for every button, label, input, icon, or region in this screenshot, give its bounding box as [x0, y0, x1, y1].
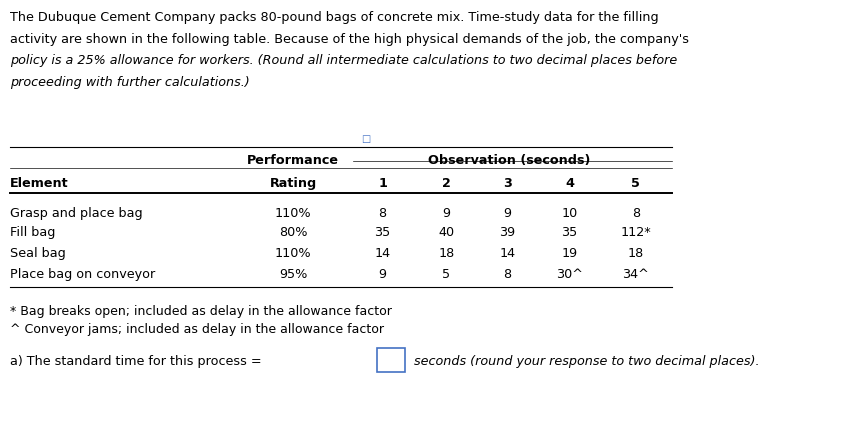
Text: 40: 40 [439, 226, 454, 239]
Text: 30^: 30^ [556, 267, 583, 280]
Text: 39: 39 [500, 226, 515, 239]
Text: 19: 19 [562, 246, 577, 259]
Text: Element: Element [10, 177, 69, 190]
Text: Seal bag: Seal bag [10, 246, 66, 259]
Text: 18: 18 [627, 246, 644, 259]
Text: * Bag breaks open; included as delay in the allowance factor: * Bag breaks open; included as delay in … [10, 304, 392, 317]
Text: Place bag on conveyor: Place bag on conveyor [10, 267, 156, 280]
Text: 110%: 110% [275, 246, 312, 259]
Text: 80%: 80% [279, 226, 308, 239]
Text: □: □ [361, 134, 370, 144]
Text: Fill bag: Fill bag [10, 226, 55, 239]
Text: ^ Conveyor jams; included as delay in the allowance factor: ^ Conveyor jams; included as delay in th… [10, 322, 384, 335]
Text: 9: 9 [503, 206, 512, 219]
FancyBboxPatch shape [377, 349, 405, 372]
Text: 8: 8 [503, 267, 512, 280]
Text: 4: 4 [565, 177, 574, 190]
Text: activity are shown in the following table. Because of the high physical demands : activity are shown in the following tabl… [10, 33, 689, 46]
Text: 18: 18 [438, 246, 455, 259]
Text: 8: 8 [632, 206, 640, 219]
Text: 5: 5 [442, 267, 450, 280]
Text: 14: 14 [375, 246, 390, 259]
Text: Performance: Performance [247, 154, 339, 167]
Text: 2: 2 [442, 177, 450, 190]
Text: 9: 9 [378, 267, 387, 280]
Text: 10: 10 [561, 206, 578, 219]
Text: 14: 14 [500, 246, 515, 259]
Text: 34^: 34^ [622, 267, 649, 280]
Text: a) The standard time for this process =: a) The standard time for this process = [10, 354, 262, 367]
Text: 5: 5 [632, 177, 640, 190]
Text: 3: 3 [503, 177, 512, 190]
Text: 1: 1 [378, 177, 387, 190]
Text: 35: 35 [561, 226, 578, 239]
Text: 110%: 110% [275, 206, 312, 219]
Text: Rating: Rating [269, 177, 317, 190]
Text: proceeding with further calculations.): proceeding with further calculations.) [10, 76, 250, 89]
Text: seconds (round your response to two decimal places).: seconds (round your response to two deci… [414, 354, 759, 367]
Text: Observation (seconds): Observation (seconds) [428, 154, 591, 167]
Text: 35: 35 [374, 226, 391, 239]
Text: Grasp and place bag: Grasp and place bag [10, 206, 143, 219]
Text: 95%: 95% [279, 267, 308, 280]
Text: 9: 9 [442, 206, 450, 219]
Text: 8: 8 [378, 206, 387, 219]
Text: The Dubuque Cement Company packs 80-pound bags of concrete mix. Time-study data : The Dubuque Cement Company packs 80-poun… [10, 11, 659, 24]
Text: 112*: 112* [620, 226, 651, 239]
Text: policy is a 25% allowance for workers. (Round all intermediate calculations to t: policy is a 25% allowance for workers. (… [10, 54, 677, 67]
